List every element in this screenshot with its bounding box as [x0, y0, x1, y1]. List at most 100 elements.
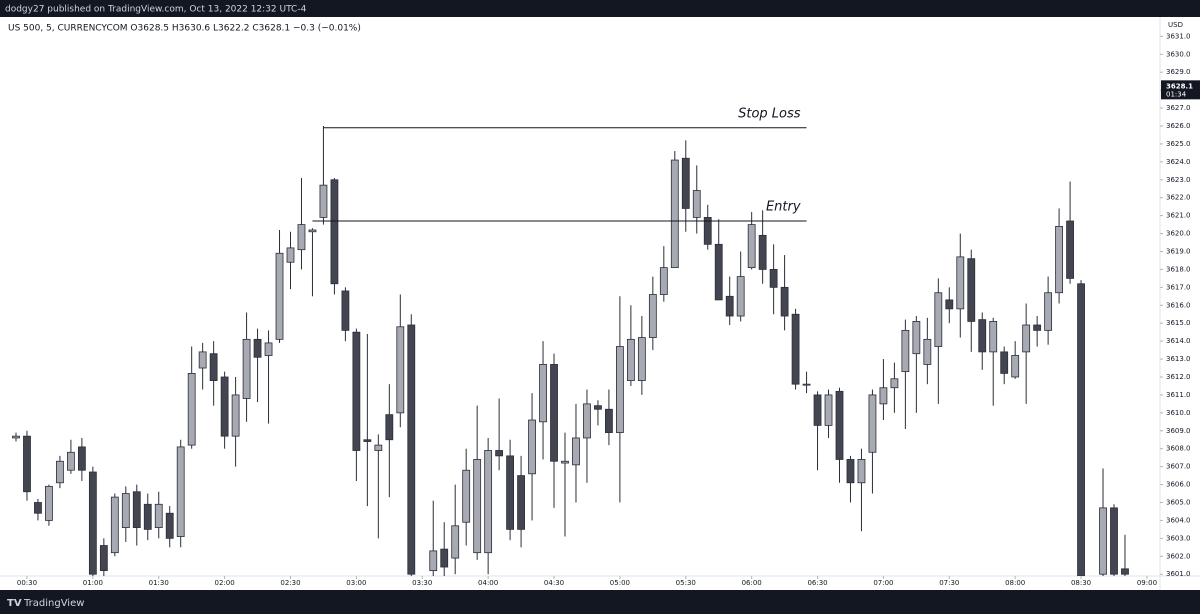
candle-body	[605, 408, 613, 433]
x-tick-label: 02:30	[280, 579, 300, 587]
candle-body	[747, 224, 756, 269]
y-tick-label: 3629.0	[1166, 68, 1191, 76]
y-tick-label: 3606.0	[1166, 481, 1191, 489]
y-tick-label: 3607.0	[1166, 463, 1191, 471]
candle-body	[1066, 220, 1074, 279]
candle-body	[1011, 355, 1020, 378]
legend: US 500, 5, CURRENCYCOM O3628.5 H3630.6 L…	[8, 24, 361, 34]
candle-body	[648, 294, 657, 338]
x-tick-label: 04:00	[478, 579, 498, 587]
y-tick-label: 3611.0	[1166, 391, 1191, 399]
y-tick-label: 3626.0	[1166, 122, 1191, 130]
candle-body	[572, 437, 580, 466]
candle-body	[791, 313, 800, 385]
candle-body	[1121, 568, 1129, 575]
candle-body	[154, 503, 163, 528]
countdown: 01:34	[1166, 90, 1187, 98]
candle-body	[945, 299, 954, 310]
candle-body	[77, 446, 86, 471]
x-tick-label: 00:30	[17, 579, 37, 587]
x-tick-label: 08:30	[1071, 579, 1091, 587]
plot	[12, 125, 1129, 576]
candle-body	[912, 321, 921, 355]
candle-body	[659, 267, 668, 295]
candle-body	[176, 446, 185, 537]
candle-body	[517, 475, 525, 530]
y-tick-label: 3623.0	[1166, 176, 1191, 184]
candle-body	[67, 451, 75, 471]
x-tick-label: 06:00	[742, 579, 762, 587]
candle-body	[12, 435, 20, 439]
x-tick-label: 09:00	[1137, 579, 1157, 587]
candle-body	[231, 394, 240, 437]
candle-body	[1077, 283, 1085, 576]
candle-body	[88, 471, 97, 575]
candle-body	[681, 157, 690, 209]
candle-body	[56, 460, 64, 484]
candle-body	[758, 234, 767, 270]
y-tick-label: 3609.0	[1166, 427, 1191, 435]
x-tick-label: 05:00	[610, 579, 630, 587]
candle-body	[989, 321, 998, 353]
candle-body	[802, 383, 811, 386]
candle-body	[253, 338, 262, 358]
candle-body	[209, 353, 218, 381]
candle-body	[550, 364, 558, 462]
y-tick-label: 3631.0	[1166, 32, 1191, 40]
y-tick-label: 3603.0	[1166, 534, 1191, 542]
x-tick-label: 07:00	[873, 579, 893, 587]
y-tick-label: 3612.0	[1166, 373, 1191, 381]
candle-body	[286, 247, 295, 263]
x-tick-label: 01:00	[83, 579, 103, 587]
candle-body	[934, 292, 943, 347]
candle-body	[1000, 351, 1009, 374]
candle-body	[374, 444, 383, 451]
candle-body	[583, 403, 591, 439]
candle-body	[352, 331, 361, 451]
candle-body	[978, 319, 987, 353]
y-tick-label: 3618.0	[1166, 265, 1191, 273]
candle-body	[440, 548, 449, 568]
candle-body	[692, 190, 701, 218]
candle-body	[736, 276, 745, 317]
y-tick-label: 3604.0	[1166, 516, 1191, 524]
candle-body	[626, 338, 635, 381]
y-tick-label: 3610.0	[1166, 409, 1191, 417]
x-tick-label: 05:30	[676, 579, 696, 587]
candle-body	[363, 439, 372, 442]
candle-body	[319, 184, 328, 218]
candle-body	[901, 329, 910, 373]
x-tick-label: 06:30	[807, 579, 827, 587]
last-price-label: 3628.1	[1166, 82, 1193, 90]
y-tick-label: 3627.0	[1166, 104, 1191, 112]
candle-body	[429, 550, 438, 572]
publisher: dodgy27 published on TradingView.com, Oc…	[5, 5, 307, 15]
candle-body	[275, 252, 284, 340]
y-tick-label: 3601.0	[1166, 570, 1191, 578]
currency: USD	[1168, 21, 1183, 29]
candle-body	[528, 419, 536, 475]
y-tick-label: 3619.0	[1166, 247, 1191, 255]
annotation-label: Stop Loss	[738, 106, 801, 121]
candle-body	[121, 493, 130, 528]
candle-body	[813, 394, 822, 426]
y-tick-label: 3602.0	[1166, 552, 1191, 560]
candle-body	[868, 394, 877, 453]
x-tick-label: 07:30	[939, 579, 959, 587]
y-tick-label: 3622.0	[1166, 194, 1191, 202]
candle-body	[824, 394, 833, 426]
x-tick-label: 08:00	[1005, 579, 1025, 587]
candle-body	[1033, 324, 1042, 331]
y-tick-label: 3605.0	[1166, 498, 1191, 506]
candle-body	[99, 545, 108, 572]
candle-body	[539, 364, 547, 423]
y-tick-label: 3625.0	[1166, 140, 1191, 148]
candle-body	[506, 455, 515, 530]
candle-body	[143, 503, 152, 530]
candle-body	[1044, 292, 1053, 331]
candle-body	[594, 405, 602, 410]
candle-body	[725, 295, 734, 317]
candle-body	[473, 459, 482, 554]
